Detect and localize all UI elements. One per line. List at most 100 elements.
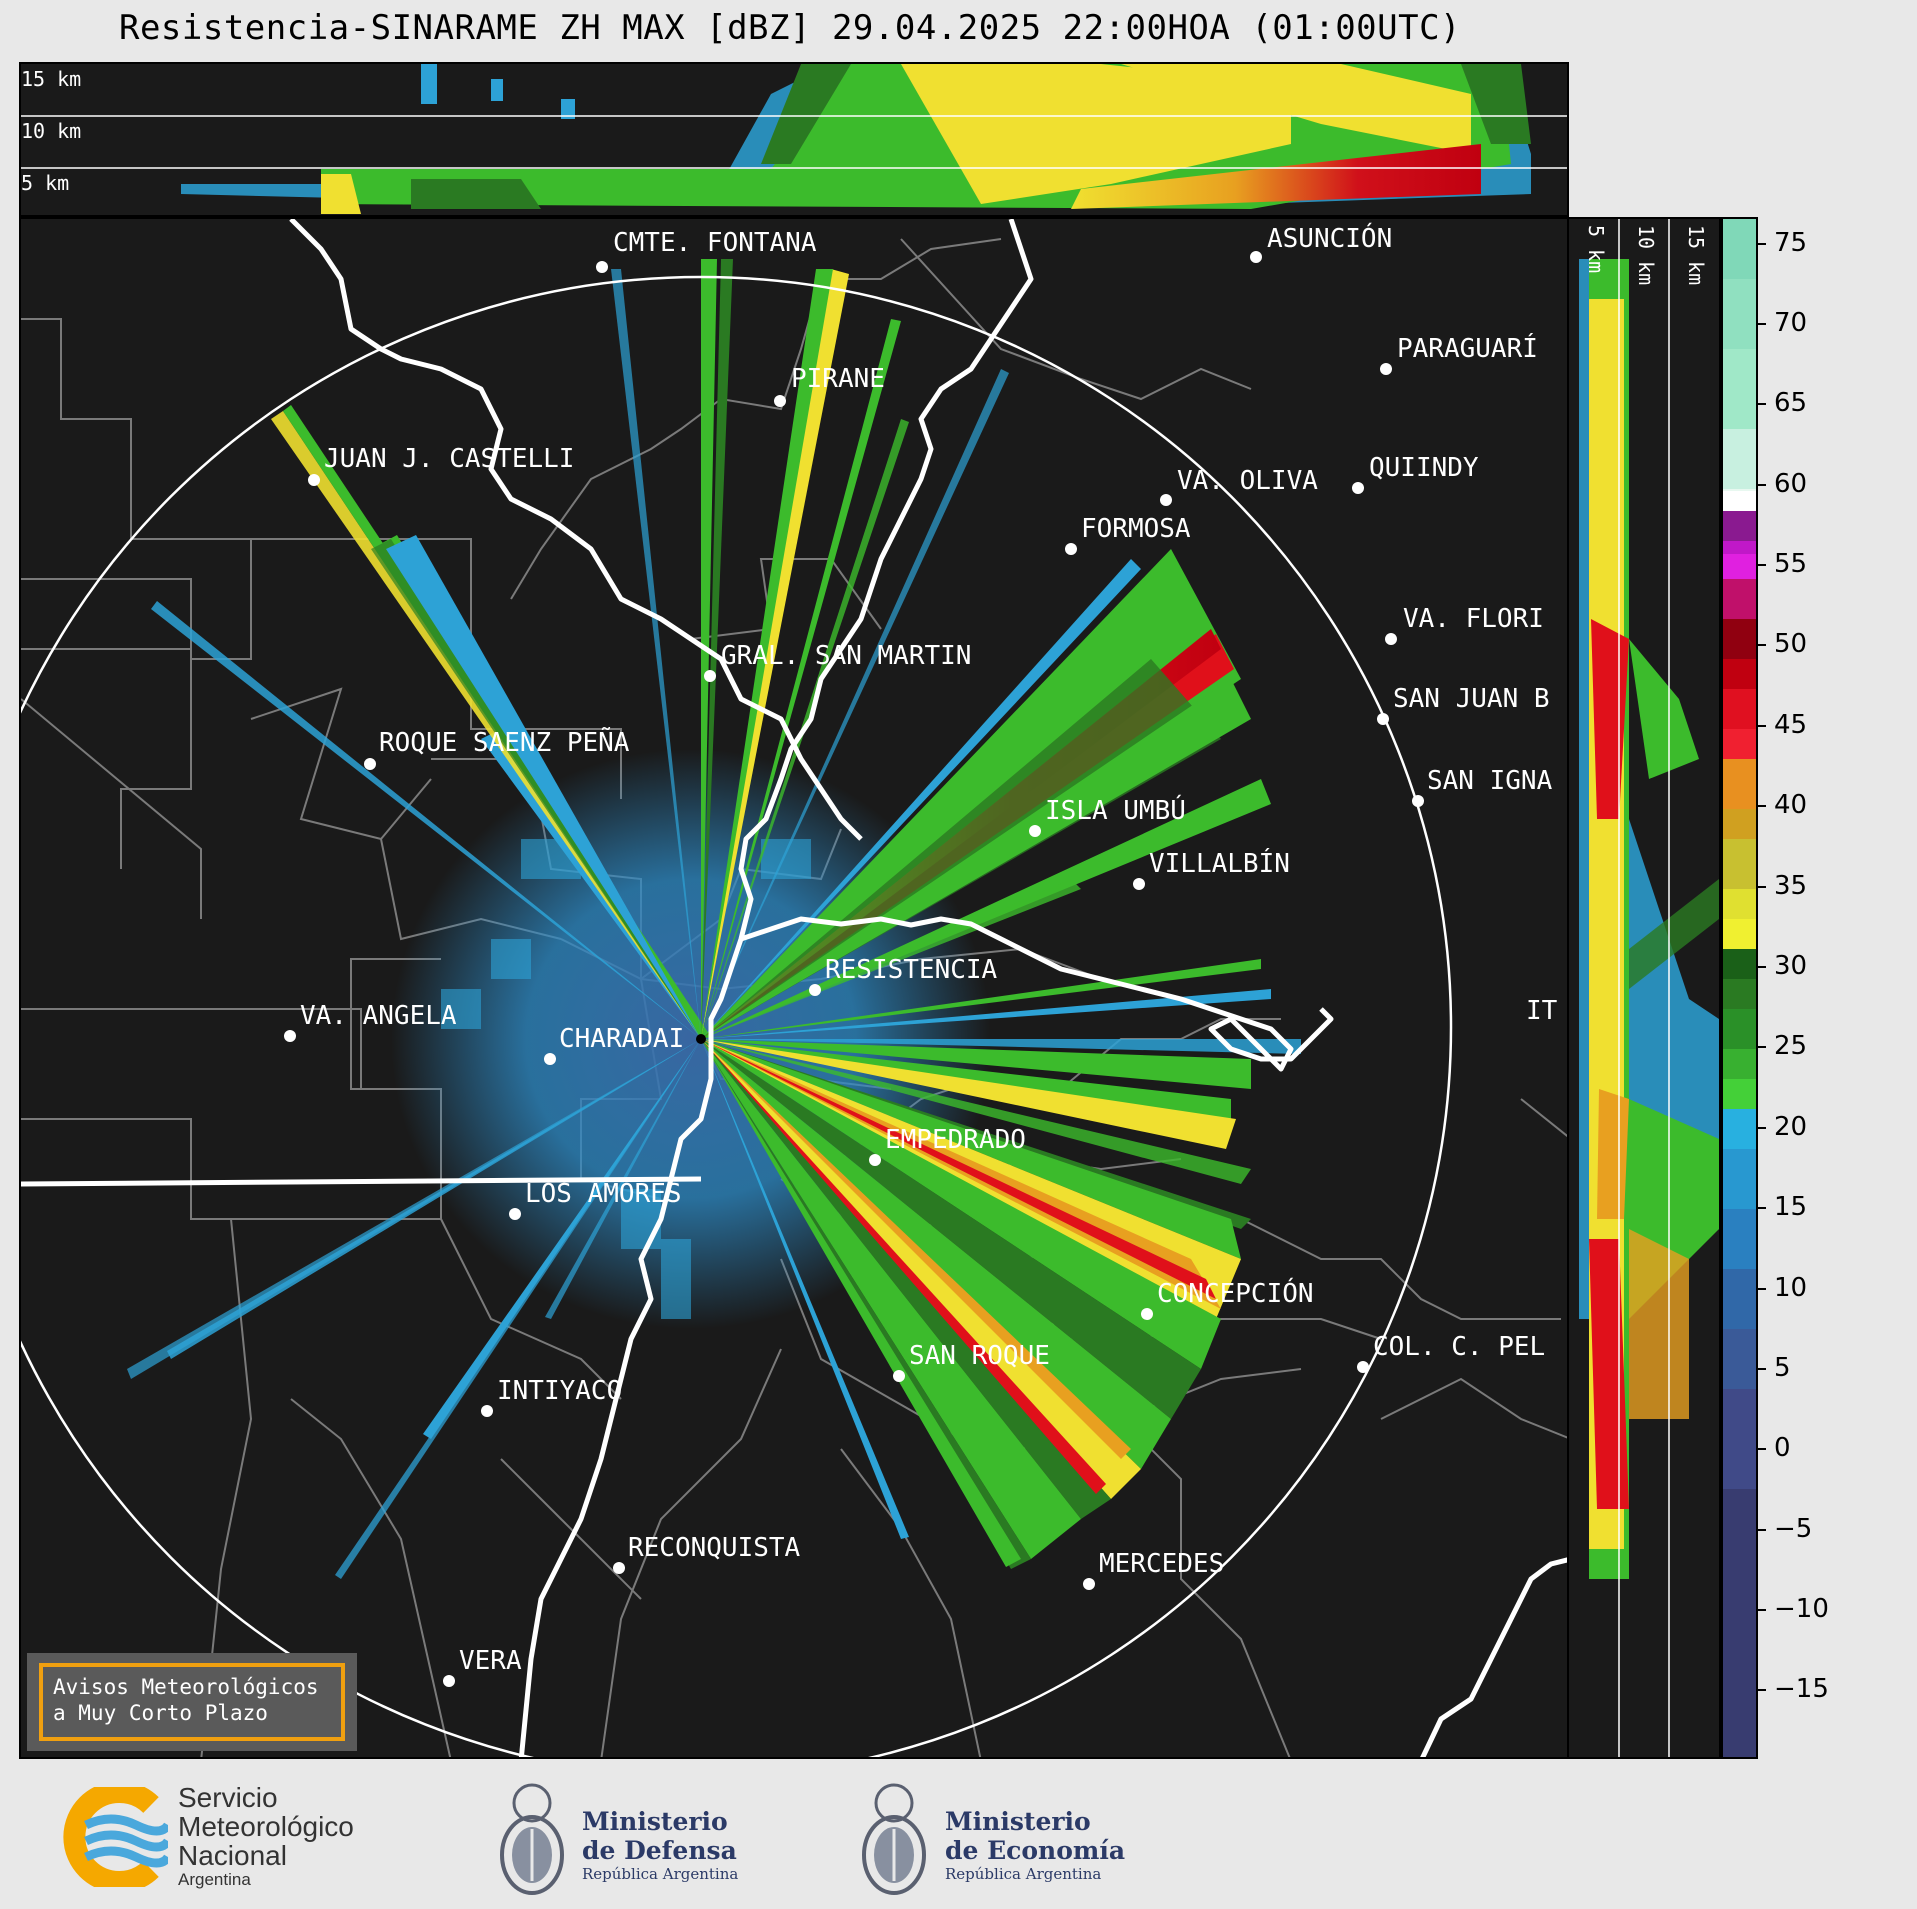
warning-box[interactable]: Avisos Meteorológicos a Muy Corto Plazo [27,1653,357,1751]
city-paraguari[interactable]: PARAGUARÍ [1380,332,1538,375]
city-roque-saenz-pena[interactable]: ROQUE SAENZ PEÑA [364,726,630,770]
top-profile-svg: 15 km 10 km 5 km [21,64,1567,214]
radar-site-marker [696,1034,706,1044]
city-asuncion[interactable]: ASUNCIÓN [1250,222,1392,263]
cb-tick: 30 [1758,951,1807,981]
smn-line-1: Servicio [178,1782,278,1813]
city-label: SAN ROQUE [909,1341,1050,1371]
city-label: EMPEDRADO [885,1125,1026,1155]
cb-tick: −15 [1758,1674,1829,1704]
city-vera[interactable]: VERA [443,1646,522,1687]
radar-echoes [127,259,1301,1579]
city-va-angela[interactable]: VA. ANGELA [284,1001,457,1042]
city-formosa[interactable]: FORMOSA [1065,514,1191,555]
cb-tick: 5 [1758,1353,1791,1383]
defensa-line-3: República Argentina [582,1865,739,1883]
economia-line-1: Ministerio [945,1807,1091,1836]
radar-map-svg: CMTE. FONTANA ASUNCIÓN PARAGUARÍ PIRANE … [21,219,1567,1757]
city-label: CONCEPCIÓN [1157,1277,1314,1309]
city-quiindy[interactable]: QUIINDY [1352,453,1479,494]
top-height-profile: 15 km 10 km 5 km [19,62,1569,217]
economia-name: Ministerio de Economía República Argenti… [945,1807,1125,1883]
cb-tick: 50 [1758,629,1807,659]
cb-tick: 75 [1758,228,1807,258]
city-label: RECONQUISTA [628,1533,801,1563]
radar-map[interactable]: CMTE. FONTANA ASUNCIÓN PARAGUARÍ PIRANE … [19,217,1569,1759]
city-label: PARAGUARÍ [1397,332,1538,364]
smn-line-4: Argentina [178,1870,251,1889]
city-pirane[interactable]: PIRANE [774,364,885,407]
city-empedrado[interactable]: EMPEDRADO [869,1125,1026,1166]
city-label: PIRANE [791,364,885,394]
city-reconquista[interactable]: RECONQUISTA [613,1533,801,1574]
city-label: VA. ANGELA [300,1001,457,1031]
cb-tick: 25 [1758,1031,1807,1061]
cb-tick: 40 [1758,790,1807,820]
city-juan-j-castelli[interactable]: JUAN J. CASTELLI [308,444,574,486]
city-san-ignacio[interactable]: SAN IGNA [1412,766,1553,807]
city-label: ASUNCIÓN [1267,222,1392,254]
cb-tick: 45 [1758,710,1807,740]
cb-tick: 0 [1758,1433,1791,1463]
city-san-juan-bautista[interactable]: SAN JUAN B [1377,684,1550,725]
cb-tick: −10 [1758,1594,1829,1624]
city-gral-san-martin[interactable]: GRAL. SAN MARTIN [704,641,971,682]
cb-tick: 60 [1758,469,1807,499]
city-va-oliva[interactable]: VA. OLIVA [1160,466,1318,506]
argentina-coat-of-arms-icon [496,1777,568,1897]
city-labels: CMTE. FONTANA ASUNCIÓN PARAGUARÍ PIRANE … [284,222,1558,1687]
city-cmte-fontana[interactable]: CMTE. FONTANA [596,228,817,273]
city-los-amores[interactable]: LOS AMORES [509,1179,682,1220]
dbz-colorbar [1721,217,1758,1759]
cb-tick: 65 [1758,388,1807,418]
city-va-florida[interactable]: VA. FLORI [1385,604,1544,645]
colorbar-svg [1723,219,1756,1757]
city-label: COL. C. PEL [1373,1332,1545,1362]
city-charadai[interactable]: CHARADAI [544,1024,684,1065]
cb-tick: −5 [1758,1514,1812,1544]
warning-line-1: Avisos Meteorológicos [53,1675,319,1699]
rivers-and-borders [21,219,1567,1757]
cb-tick: 10 [1758,1273,1807,1303]
cb-tick: 55 [1758,549,1807,579]
smn-line-3: Nacional [178,1840,287,1871]
city-itati[interactable]: IT [1526,996,1558,1026]
cb-tick: 20 [1758,1112,1807,1142]
cb-tick: 70 [1758,308,1807,338]
city-label: QUIINDY [1369,453,1479,483]
city-concepcion[interactable]: CONCEPCIÓN [1141,1277,1314,1320]
city-label: VERA [459,1646,522,1676]
city-label: GRAL. SAN MARTIN [721,641,971,671]
top-height-10km: 10 km [21,119,81,143]
city-label: JUAN J. CASTELLI [324,444,574,474]
warning-line-2: a Muy Corto Plazo [53,1701,268,1725]
argentina-coat-of-arms-icon [858,1777,930,1897]
top-height-15km: 15 km [21,67,81,91]
city-label: INTIYACO [497,1376,622,1406]
city-label: LOS AMORES [525,1179,682,1209]
city-label: FORMOSA [1081,514,1191,544]
city-san-roque[interactable]: SAN ROQUE [893,1341,1050,1382]
city-villalbin[interactable]: VILLALBÍN [1133,847,1290,890]
map-title: Resistencia-SINARAME ZH MAX [dBZ] 29.04.… [118,8,1462,48]
city-label: VILLALBÍN [1149,847,1290,879]
range-ring [21,275,1453,1757]
defensa-line-2: de Defensa [582,1836,737,1865]
city-label: MERCEDES [1099,1549,1224,1579]
side-height-10km: 10 km [1634,225,1658,285]
city-col-c-pellegrini[interactable]: COL. C. PEL [1357,1332,1545,1373]
city-label: IT [1526,996,1558,1026]
top-height-5km: 5 km [21,171,69,195]
city-label: SAN JUAN B [1393,684,1550,714]
city-label: CMTE. FONTANA [613,228,817,258]
city-resistencia[interactable]: RESISTENCIA [809,955,998,996]
cb-tick: 15 [1758,1192,1807,1222]
city-label: ROQUE SAENZ PEÑA [379,726,630,758]
city-isla-umbu[interactable]: ISLA UMBÚ [1029,794,1186,837]
side-height-profile: 5 km 10 km 15 km [1569,217,1721,1759]
city-intiyaco[interactable]: INTIYACO [481,1376,622,1417]
economia-line-3: República Argentina [945,1865,1102,1883]
city-label: VA. FLORI [1403,604,1544,634]
city-mercedes[interactable]: MERCEDES [1083,1549,1224,1590]
side-profile-svg: 5 km 10 km 15 km [1579,219,1719,1757]
